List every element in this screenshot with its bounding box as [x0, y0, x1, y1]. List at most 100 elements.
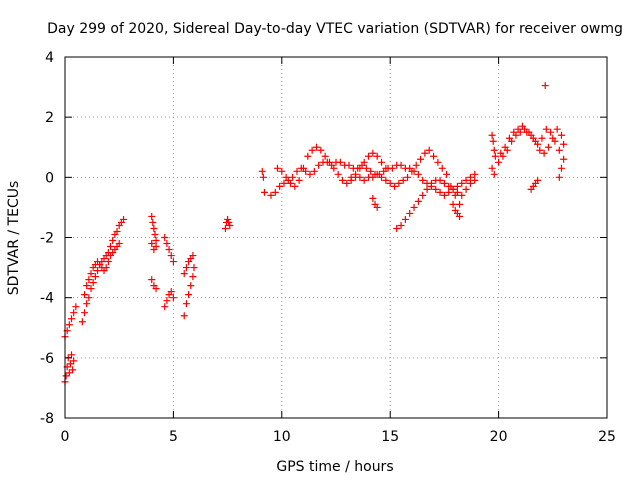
data-point — [430, 152, 438, 160]
data-point — [527, 131, 535, 139]
data-point — [425, 146, 433, 154]
data-point — [406, 209, 414, 217]
data-point — [369, 194, 377, 202]
data-point — [445, 188, 453, 196]
series-trace-o — [273, 143, 390, 190]
data-point — [276, 182, 284, 190]
data-point — [423, 185, 431, 193]
data-point — [282, 173, 290, 181]
data-point — [369, 149, 377, 157]
y-tick-label: 0 — [45, 170, 54, 186]
data-point — [308, 146, 316, 154]
data-point — [148, 212, 156, 220]
series-trace-i — [161, 234, 177, 266]
data-point — [70, 357, 78, 365]
series-trace-w — [497, 122, 565, 157]
data-point — [182, 300, 190, 308]
series-trace-j — [180, 264, 198, 320]
y-tick-label: -4 — [40, 291, 54, 307]
data-point — [453, 188, 461, 196]
series-trace-f — [148, 240, 160, 254]
data-point — [189, 273, 197, 281]
data-point — [555, 173, 563, 181]
data-point — [115, 240, 123, 248]
data-point — [267, 191, 275, 199]
x-tick-label: 15 — [381, 429, 399, 445]
series-trace-h — [161, 288, 177, 311]
data-point — [436, 188, 444, 196]
data-point — [557, 164, 565, 172]
x-tick-label: 5 — [169, 429, 178, 445]
x-tick-label: 0 — [61, 429, 70, 445]
data-point — [419, 176, 427, 184]
data-point — [471, 170, 479, 178]
data-point — [490, 170, 498, 178]
data-point — [410, 203, 418, 211]
data-point — [280, 179, 288, 187]
data-point — [62, 372, 70, 380]
data-point — [401, 215, 409, 223]
data-point — [456, 200, 464, 208]
data-point — [362, 164, 370, 172]
data-point — [65, 321, 73, 329]
data-point — [321, 152, 329, 160]
series-trace-k — [180, 252, 197, 278]
series-trace-s — [449, 200, 464, 220]
data-point — [404, 173, 412, 181]
data-point — [536, 146, 544, 154]
data-point — [434, 158, 442, 166]
data-points — [61, 82, 568, 386]
data-point — [334, 170, 342, 178]
data-point — [167, 288, 175, 296]
data-point — [149, 218, 157, 226]
data-point — [373, 170, 381, 178]
data-point — [109, 237, 117, 245]
data-point — [83, 282, 91, 290]
data-point — [72, 303, 80, 311]
data-point — [87, 285, 95, 293]
data-point — [557, 131, 565, 139]
data-point — [68, 315, 76, 323]
data-point — [273, 164, 281, 172]
grid-lines — [65, 57, 607, 418]
data-point — [547, 128, 555, 136]
data-point — [369, 173, 377, 181]
y-axis-label: SDTVAR / TECUs — [6, 181, 22, 296]
data-point — [440, 179, 448, 187]
data-point — [161, 234, 169, 241]
series-trace-b — [61, 303, 80, 341]
data-point — [289, 173, 297, 181]
data-point — [553, 125, 561, 133]
data-point — [367, 167, 375, 175]
data-point — [81, 291, 89, 299]
data-point — [560, 155, 568, 163]
data-point — [534, 176, 542, 184]
data-point — [417, 155, 425, 163]
series-trace-a — [61, 351, 78, 386]
data-point — [304, 152, 312, 160]
series-trace-z — [541, 82, 549, 90]
data-point — [94, 267, 102, 275]
data-point — [458, 191, 466, 199]
x-tick-label: 10 — [273, 429, 291, 445]
data-point — [291, 182, 299, 190]
series-trace-r — [369, 194, 381, 211]
data-point — [182, 264, 190, 272]
data-point — [449, 185, 457, 193]
data-point — [163, 297, 171, 305]
data-point — [393, 224, 401, 232]
data-point — [87, 270, 95, 278]
data-point — [412, 161, 420, 169]
data-point — [489, 137, 497, 145]
data-point — [382, 164, 390, 172]
data-point — [104, 258, 112, 266]
x-tick-label: 25 — [598, 429, 616, 445]
data-point — [68, 351, 76, 359]
data-point — [151, 230, 159, 238]
data-point — [540, 149, 548, 157]
data-point — [560, 140, 568, 148]
data-point — [388, 164, 396, 172]
data-point — [102, 264, 110, 272]
data-point — [91, 273, 99, 281]
data-point — [555, 146, 563, 154]
